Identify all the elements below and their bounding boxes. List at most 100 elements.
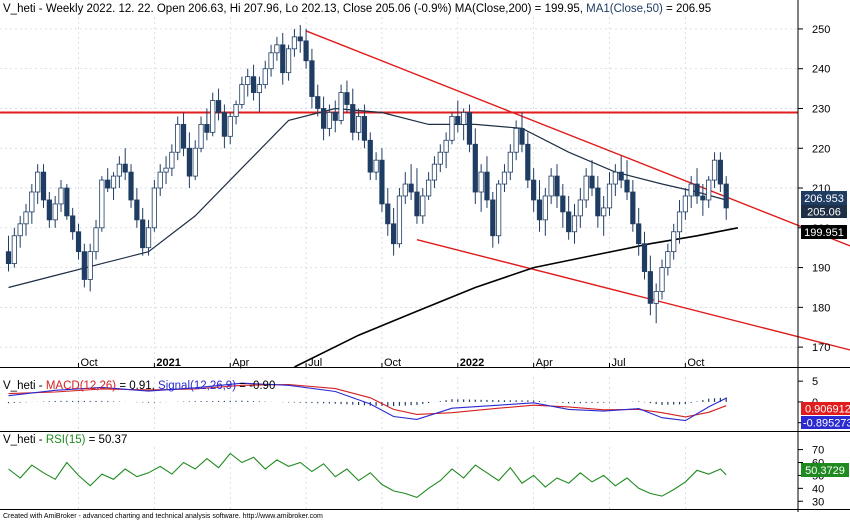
candle-body xyxy=(280,44,286,74)
candle-body xyxy=(355,116,362,133)
price-tick-label: 190 xyxy=(812,263,830,275)
candle-body xyxy=(64,187,70,217)
candle-body xyxy=(706,179,712,201)
price-tick-label: 250 xyxy=(812,24,830,36)
candle-body xyxy=(99,179,105,229)
candle-body xyxy=(455,116,461,125)
ma200-line xyxy=(294,227,739,368)
macd-line xyxy=(8,382,727,422)
candle-body xyxy=(105,179,111,189)
candle-body xyxy=(688,183,694,197)
footer-credit: Created with AmiBroker - advanced charti… xyxy=(3,513,323,520)
candle-body xyxy=(472,143,478,193)
candle-body xyxy=(175,123,181,153)
candle-body xyxy=(256,84,263,93)
macd-header-label: MACD(12,26) xyxy=(46,380,116,392)
moving-averages xyxy=(8,107,739,368)
candle-body xyxy=(128,171,134,201)
candle-body xyxy=(157,171,163,189)
trend-line xyxy=(416,239,850,351)
candle-body xyxy=(682,195,688,213)
candle-body xyxy=(437,151,443,165)
candle-body xyxy=(577,199,583,217)
last-close-box: 206.953 xyxy=(801,191,847,205)
candle-body xyxy=(274,44,280,54)
candle-body xyxy=(297,36,303,42)
candle-body xyxy=(75,231,82,253)
rsi-panel xyxy=(0,447,798,509)
candle-body xyxy=(583,175,589,201)
svg-text:199.951: 199.951 xyxy=(804,227,844,239)
candle-body xyxy=(554,175,560,197)
price-tick-label: 220 xyxy=(812,143,830,155)
candle-body xyxy=(245,76,251,86)
price-tick-label: 180 xyxy=(812,302,830,314)
candle-body xyxy=(17,223,23,237)
candle-body xyxy=(291,36,298,50)
candle-body xyxy=(641,243,648,272)
candle-body xyxy=(250,76,257,93)
candle-body xyxy=(566,211,572,233)
price-tick-label: 170 xyxy=(812,342,830,354)
candle-body xyxy=(671,231,677,253)
svg-text:-0.895273: -0.895273 xyxy=(803,418,850,430)
candle-body xyxy=(630,191,636,225)
candle-body xyxy=(542,195,548,221)
candle-body xyxy=(303,40,309,62)
price-tick-label: 240 xyxy=(812,64,830,76)
candle-body xyxy=(426,179,432,197)
candle-body xyxy=(408,183,414,193)
candle-body xyxy=(531,179,537,201)
candle-body xyxy=(624,179,630,193)
candle-body xyxy=(35,171,41,193)
time-label: Jul xyxy=(308,357,322,369)
candle-body xyxy=(723,183,729,209)
candle-body xyxy=(665,251,671,268)
time-label: Apr xyxy=(232,357,249,369)
candle-body xyxy=(519,127,525,145)
candle-body xyxy=(221,112,227,137)
candle-body xyxy=(233,104,239,117)
rsi-tick-label: 70 xyxy=(812,445,824,457)
candle-body xyxy=(647,271,653,304)
candle-body xyxy=(23,211,29,225)
candle-body xyxy=(309,60,315,97)
candle-body xyxy=(367,139,373,173)
candle-body xyxy=(501,171,508,185)
candle-body xyxy=(140,219,146,249)
candle-body xyxy=(420,195,426,217)
macd-header: V_heti - MACD(12,26) = 0.91, Signal(12,2… xyxy=(3,380,275,392)
grid-lines xyxy=(0,17,798,509)
candle-body xyxy=(29,191,35,213)
candle-body xyxy=(198,123,204,149)
candle-body xyxy=(169,151,175,169)
candle-body xyxy=(186,147,192,177)
candle-body xyxy=(344,92,350,105)
rsi-tick-label: 30 xyxy=(812,496,824,508)
candle-body xyxy=(122,163,128,173)
candle-body xyxy=(145,227,152,249)
indicator-lines xyxy=(7,382,727,499)
candle-body xyxy=(350,104,356,133)
time-label: Oct xyxy=(81,357,98,369)
trend-lines xyxy=(0,30,850,351)
candle-body xyxy=(40,171,47,201)
candle-body xyxy=(507,151,513,173)
candle-body xyxy=(163,167,169,173)
rsi-value-box: 50.3729 xyxy=(801,463,849,477)
candle-body xyxy=(46,199,52,221)
candle-body xyxy=(694,183,700,197)
candle-body xyxy=(320,108,327,129)
candle-body xyxy=(461,112,467,125)
candle-body xyxy=(636,223,642,245)
candle-body xyxy=(711,159,718,181)
ma50-line xyxy=(8,107,727,289)
candle-body xyxy=(215,100,222,113)
ma50-box: 205.06 xyxy=(801,205,847,219)
candle-body xyxy=(110,175,117,189)
candle-body xyxy=(496,183,502,237)
rsi-tick-label: 40 xyxy=(812,483,824,495)
candle-body xyxy=(385,203,391,225)
candle-body xyxy=(612,171,618,185)
